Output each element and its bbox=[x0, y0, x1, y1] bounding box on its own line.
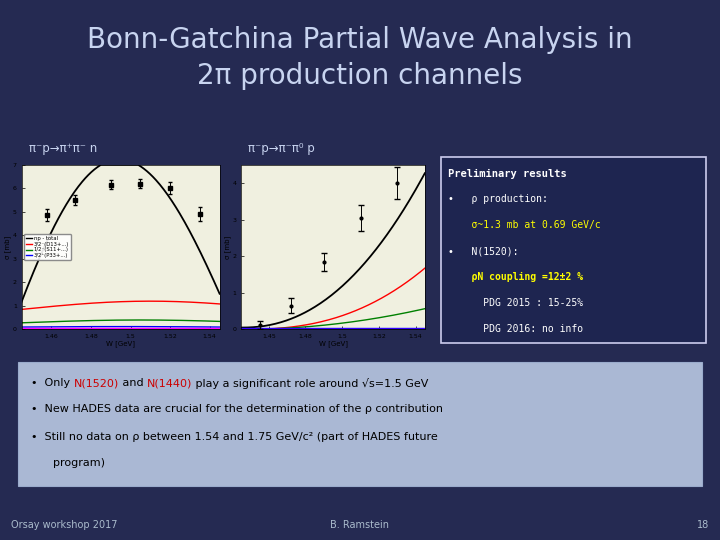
Y-axis label: σ [mb]: σ [mb] bbox=[4, 235, 12, 259]
Text: •  Still no data on ρ between 1.54 and 1.75 GeV/c² (part of HADES future: • Still no data on ρ between 1.54 and 1.… bbox=[31, 432, 438, 442]
Text: •   N(1520):: • N(1520): bbox=[448, 246, 518, 256]
Text: π⁻p→π⁻π⁰ p: π⁻p→π⁻π⁰ p bbox=[248, 142, 315, 155]
Text: Orsay workshop 2017: Orsay workshop 2017 bbox=[11, 520, 117, 530]
Text: σ~1.3 mb at 0.69 GeV/c: σ~1.3 mb at 0.69 GeV/c bbox=[448, 220, 600, 231]
Text: Preliminary results: Preliminary results bbox=[448, 168, 567, 179]
Text: •  New HADES data are crucial for the determination of the ρ contribution: • New HADES data are crucial for the det… bbox=[31, 404, 443, 414]
Text: program): program) bbox=[53, 458, 104, 468]
Text: 2π production channels: 2π production channels bbox=[197, 62, 523, 90]
FancyBboxPatch shape bbox=[441, 157, 706, 343]
Text: play a significant role around √s=1.5 GeV: play a significant role around √s=1.5 Ge… bbox=[192, 378, 428, 389]
Text: ρN coupling =12±2 %: ρN coupling =12±2 % bbox=[448, 272, 583, 282]
Text: •  Only: • Only bbox=[31, 378, 73, 388]
Text: PDG 2015 : 15-25%: PDG 2015 : 15-25% bbox=[448, 298, 583, 308]
Legend: np - total, 3/2⁻(D13+...), 1/2⁻(S11+...), 3/2⁺(P33+...): np - total, 3/2⁻(D13+...), 1/2⁻(S11+...)… bbox=[24, 234, 71, 260]
X-axis label: W [GeV]: W [GeV] bbox=[106, 341, 135, 347]
Text: Bonn-Gatchina Partial Wave Analysis in: Bonn-Gatchina Partial Wave Analysis in bbox=[87, 26, 633, 55]
Text: N(1440): N(1440) bbox=[147, 378, 192, 388]
FancyBboxPatch shape bbox=[18, 362, 702, 486]
X-axis label: W [GeV]: W [GeV] bbox=[318, 341, 348, 347]
Text: and: and bbox=[119, 378, 147, 388]
Y-axis label: σ [mb]: σ [mb] bbox=[224, 235, 231, 259]
Text: B. Ramstein: B. Ramstein bbox=[330, 520, 390, 530]
Text: PDG 2016: no info: PDG 2016: no info bbox=[448, 324, 583, 334]
Text: 18: 18 bbox=[697, 520, 709, 530]
Text: π⁻p→π⁺π⁻ n: π⁻p→π⁺π⁻ n bbox=[29, 142, 97, 155]
Text: •   ρ production:: • ρ production: bbox=[448, 194, 548, 205]
Text: N(1520): N(1520) bbox=[73, 378, 119, 388]
